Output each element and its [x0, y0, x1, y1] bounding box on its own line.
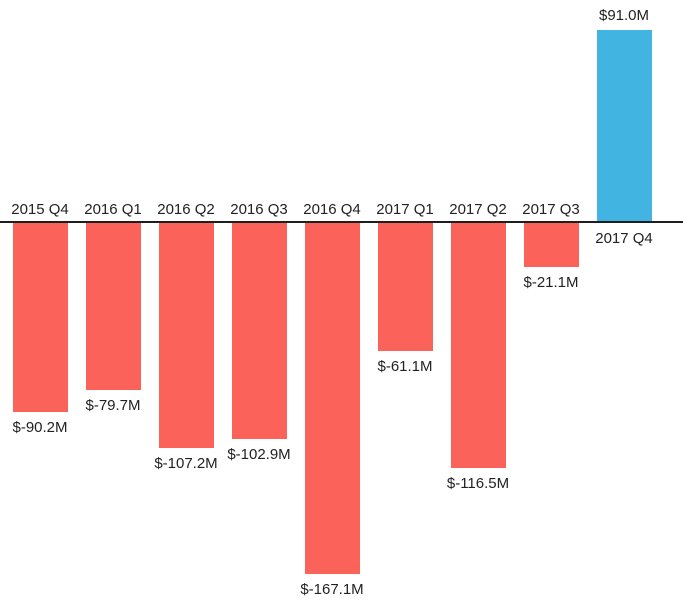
category-label: 2017 Q2 [449, 201, 507, 218]
category-label: 2017 Q3 [522, 201, 580, 218]
bar-2017-q3 [523, 223, 579, 267]
value-label: $-102.9M [227, 446, 291, 463]
bar-2015-q4 [12, 223, 68, 412]
category-label: 2016 Q1 [84, 201, 142, 218]
x-axis-line [0, 221, 683, 223]
value-label: $-107.2M [154, 455, 218, 472]
category-label: 2017 Q4 [595, 230, 653, 247]
bar-2017-q1 [377, 223, 433, 351]
value-label: $-21.1M [523, 274, 579, 291]
value-label: $-90.2M [12, 419, 68, 436]
category-label: 2016 Q3 [230, 201, 288, 218]
bar-2017-q4 [596, 30, 652, 221]
bar-2016-q1 [85, 223, 141, 390]
value-label: $-116.5M [446, 475, 510, 492]
category-label: 2015 Q4 [11, 201, 69, 218]
category-label: 2016 Q4 [303, 201, 361, 218]
category-label: 2017 Q1 [376, 201, 434, 218]
value-label: $-61.1M [377, 358, 433, 375]
value-label: $91.0M [598, 7, 650, 24]
bar-2017-q2 [450, 223, 506, 468]
value-label: $-167.1M [300, 581, 364, 598]
category-label: 2016 Q2 [157, 201, 215, 218]
bar-2016-q4 [304, 223, 360, 574]
value-label: $-79.7M [85, 397, 141, 414]
bar-2016-q2 [158, 223, 214, 448]
bar-2016-q3 [231, 223, 287, 439]
